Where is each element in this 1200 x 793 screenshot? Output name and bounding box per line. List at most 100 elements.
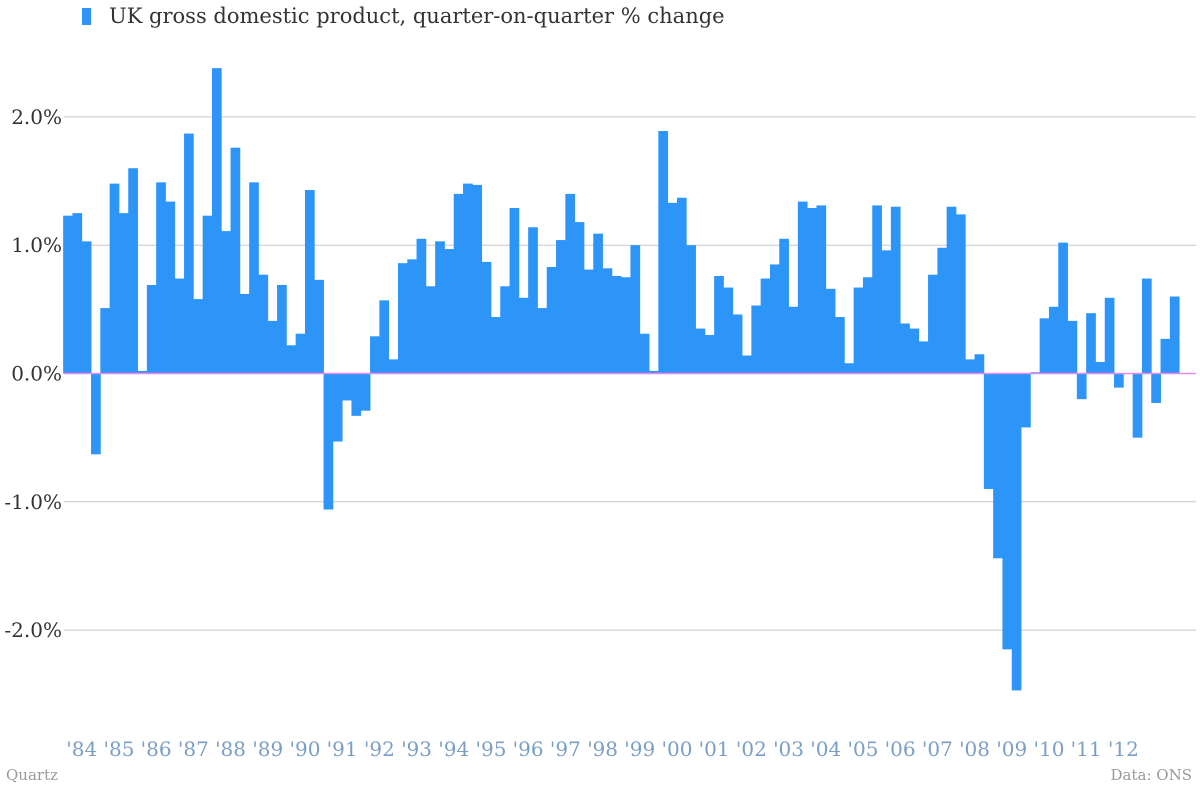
bar <box>453 193 464 374</box>
credit-source-publisher: Quartz <box>6 766 59 784</box>
x-tick-label: '07 <box>922 737 953 761</box>
bar <box>779 238 789 374</box>
bar <box>593 233 603 374</box>
y-tick-label: 2.0% <box>11 105 62 129</box>
x-tick-label: '87 <box>178 737 209 761</box>
bar <box>955 214 966 374</box>
bar <box>1104 297 1115 374</box>
x-tick-label: '06 <box>885 737 916 761</box>
bar <box>732 314 743 374</box>
bar <box>1151 373 1161 404</box>
bar <box>583 269 594 374</box>
bar <box>304 190 315 374</box>
x-tick-label: '03 <box>773 737 804 761</box>
x-tick-label: '86 <box>141 737 172 761</box>
x-tick-label: '88 <box>215 737 246 761</box>
bar <box>723 287 734 374</box>
y-tick-label: -2.0% <box>4 618 62 642</box>
bar <box>332 373 343 442</box>
bar <box>1169 296 1180 374</box>
bar <box>1160 338 1171 374</box>
x-tick-label: '95 <box>475 737 506 761</box>
bar <box>1095 361 1106 374</box>
bar <box>909 328 920 374</box>
bar <box>751 305 762 374</box>
bar <box>928 274 938 374</box>
bar <box>667 202 678 374</box>
bar <box>481 261 492 374</box>
bar <box>983 373 994 489</box>
x-tick-label: '11 <box>1071 737 1102 761</box>
bar <box>351 373 362 416</box>
bar <box>286 345 297 374</box>
bar <box>239 293 250 374</box>
bar <box>1141 278 1152 374</box>
bar <box>797 201 808 374</box>
x-tick-label: '94 <box>438 737 469 761</box>
x-tick-label: '93 <box>401 737 432 761</box>
bar <box>518 297 529 374</box>
bar <box>1021 373 1031 428</box>
bar <box>853 287 864 374</box>
bar <box>602 268 613 374</box>
bar <box>174 278 185 374</box>
bar <box>230 147 241 374</box>
bar <box>1067 320 1078 374</box>
bar <box>537 308 548 374</box>
bar <box>946 206 957 374</box>
bar <box>937 247 948 374</box>
y-tick-label: 1.0% <box>11 233 62 257</box>
bar <box>993 373 1003 559</box>
bar <box>844 363 855 374</box>
bar <box>100 308 111 374</box>
bar <box>918 341 929 374</box>
x-tick-label: '04 <box>810 737 841 761</box>
bar <box>109 183 120 374</box>
x-tick-label: '02 <box>736 737 767 761</box>
bar <box>574 222 585 374</box>
x-tick-label: '09 <box>996 737 1027 761</box>
y-tick-label: 0.0% <box>11 362 62 386</box>
bar <box>900 323 910 374</box>
legend-swatch <box>82 7 91 25</box>
x-tick-label: '89 <box>252 737 283 761</box>
bar <box>621 277 631 374</box>
bar <box>72 213 83 374</box>
x-tick-label: '85 <box>103 737 134 761</box>
bar <box>630 245 641 374</box>
bar <box>425 286 436 374</box>
x-tick-label: '12 <box>1108 737 1139 761</box>
bar <box>686 245 696 374</box>
bar <box>835 317 845 374</box>
bar <box>81 241 92 374</box>
bar <box>974 354 985 374</box>
bar <box>1114 373 1124 388</box>
bar <box>639 333 650 374</box>
bar <box>1076 373 1087 400</box>
bar <box>862 277 873 374</box>
bar <box>444 249 455 374</box>
bar <box>184 133 194 374</box>
x-tick-label: '96 <box>513 737 544 761</box>
x-tick-label: '05 <box>847 737 878 761</box>
bar <box>435 241 445 374</box>
bar <box>1048 306 1059 374</box>
bar <box>704 335 715 374</box>
bar <box>407 259 417 374</box>
bar <box>565 193 576 374</box>
bar <box>760 278 771 374</box>
bar <box>193 299 204 374</box>
bar <box>370 336 380 374</box>
bar <box>769 264 780 374</box>
bar <box>472 184 483 374</box>
x-tick-label: '99 <box>624 737 655 761</box>
x-tick-label: '90 <box>289 737 320 761</box>
bar <box>118 213 129 374</box>
bar <box>314 279 324 374</box>
bar <box>825 288 836 374</box>
x-tick-label: '00 <box>661 737 692 761</box>
bar <box>881 250 892 374</box>
bar <box>556 240 566 374</box>
y-tick-label: -1.0% <box>4 490 62 514</box>
bar <box>490 317 501 374</box>
